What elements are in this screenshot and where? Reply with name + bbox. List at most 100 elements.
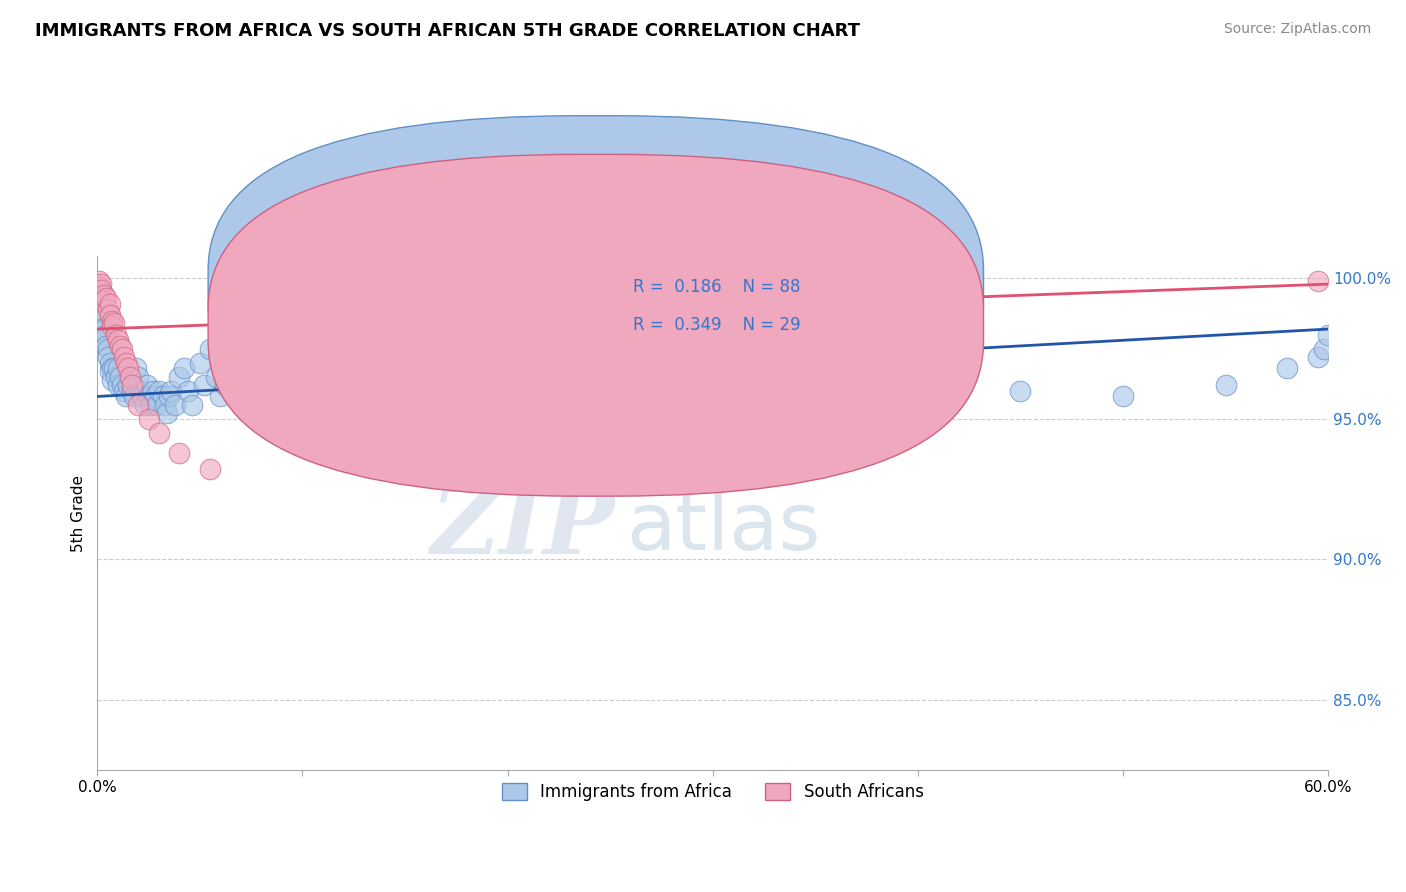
Point — [176, 384, 198, 398]
Point — [281, 378, 304, 392]
Point — [143, 389, 166, 403]
Point — [198, 462, 221, 476]
Point — [127, 398, 149, 412]
Point — [169, 445, 191, 459]
Point — [599, 425, 621, 440]
Point — [229, 384, 252, 398]
Point — [180, 398, 202, 412]
Y-axis label: 5th Grade: 5th Grade — [72, 475, 86, 551]
Point — [121, 378, 143, 392]
Point — [1317, 327, 1340, 342]
FancyBboxPatch shape — [208, 154, 984, 496]
Point — [112, 350, 135, 364]
Point — [157, 389, 180, 403]
Point — [1306, 274, 1329, 288]
Point — [103, 361, 125, 376]
Point — [98, 364, 121, 378]
Point — [108, 369, 131, 384]
Point — [121, 384, 143, 398]
Point — [103, 317, 125, 331]
Point — [415, 406, 437, 420]
Point — [156, 406, 179, 420]
Point — [89, 280, 111, 294]
Point — [104, 327, 127, 342]
Point — [111, 378, 134, 392]
Point — [97, 350, 120, 364]
Point — [115, 356, 138, 370]
Point — [160, 384, 183, 398]
Point — [135, 378, 157, 392]
Point — [214, 378, 236, 392]
Point — [93, 333, 115, 347]
Point — [90, 277, 112, 292]
Point — [125, 361, 148, 376]
Point — [94, 339, 117, 353]
Point — [271, 384, 294, 398]
Point — [153, 398, 176, 412]
Point — [394, 389, 416, 403]
FancyBboxPatch shape — [208, 116, 984, 458]
Point — [117, 378, 139, 392]
Point — [100, 313, 122, 327]
FancyBboxPatch shape — [560, 264, 904, 351]
Point — [124, 389, 146, 403]
Point — [193, 378, 215, 392]
Text: ZIP: ZIP — [430, 483, 614, 574]
Point — [173, 361, 195, 376]
Point — [138, 389, 160, 403]
Point — [98, 356, 121, 370]
Point — [139, 398, 162, 412]
Text: atlas: atlas — [627, 490, 821, 567]
Point — [115, 389, 138, 403]
Point — [312, 378, 335, 392]
Point — [120, 369, 142, 384]
Point — [260, 356, 283, 370]
Point — [198, 342, 221, 356]
Point — [152, 389, 174, 403]
Point — [120, 369, 142, 384]
Point — [205, 369, 228, 384]
Point — [97, 342, 120, 356]
Point — [89, 288, 111, 302]
Point — [434, 384, 457, 398]
Point — [98, 308, 121, 322]
Point — [517, 434, 540, 449]
Point — [93, 322, 115, 336]
Point — [845, 406, 868, 420]
Point — [134, 398, 156, 412]
Point — [763, 417, 786, 432]
Point — [93, 288, 115, 302]
Point — [271, 398, 294, 412]
Point — [117, 361, 139, 376]
Point — [475, 425, 498, 440]
Point — [97, 302, 120, 317]
Point — [107, 361, 129, 376]
Point — [1010, 384, 1032, 398]
Point — [702, 412, 724, 426]
Point — [90, 283, 112, 297]
Point — [94, 291, 117, 305]
Point — [219, 361, 242, 376]
Point — [142, 384, 165, 398]
Point — [93, 293, 115, 308]
Point — [148, 425, 170, 440]
Text: R =  0.349    N = 29: R = 0.349 N = 29 — [633, 317, 800, 334]
Point — [98, 297, 121, 311]
Point — [89, 305, 111, 319]
Point — [111, 342, 134, 356]
Point — [640, 440, 662, 454]
Point — [353, 361, 375, 376]
Point — [165, 398, 187, 412]
Point — [1313, 342, 1336, 356]
Point — [90, 313, 112, 327]
Point — [1306, 350, 1329, 364]
Point — [108, 339, 131, 353]
Point — [209, 389, 232, 403]
Point — [332, 384, 354, 398]
Point — [94, 327, 117, 342]
Point — [107, 333, 129, 347]
Point — [148, 384, 170, 398]
Point — [100, 319, 122, 334]
Point — [100, 361, 122, 376]
Point — [138, 412, 160, 426]
